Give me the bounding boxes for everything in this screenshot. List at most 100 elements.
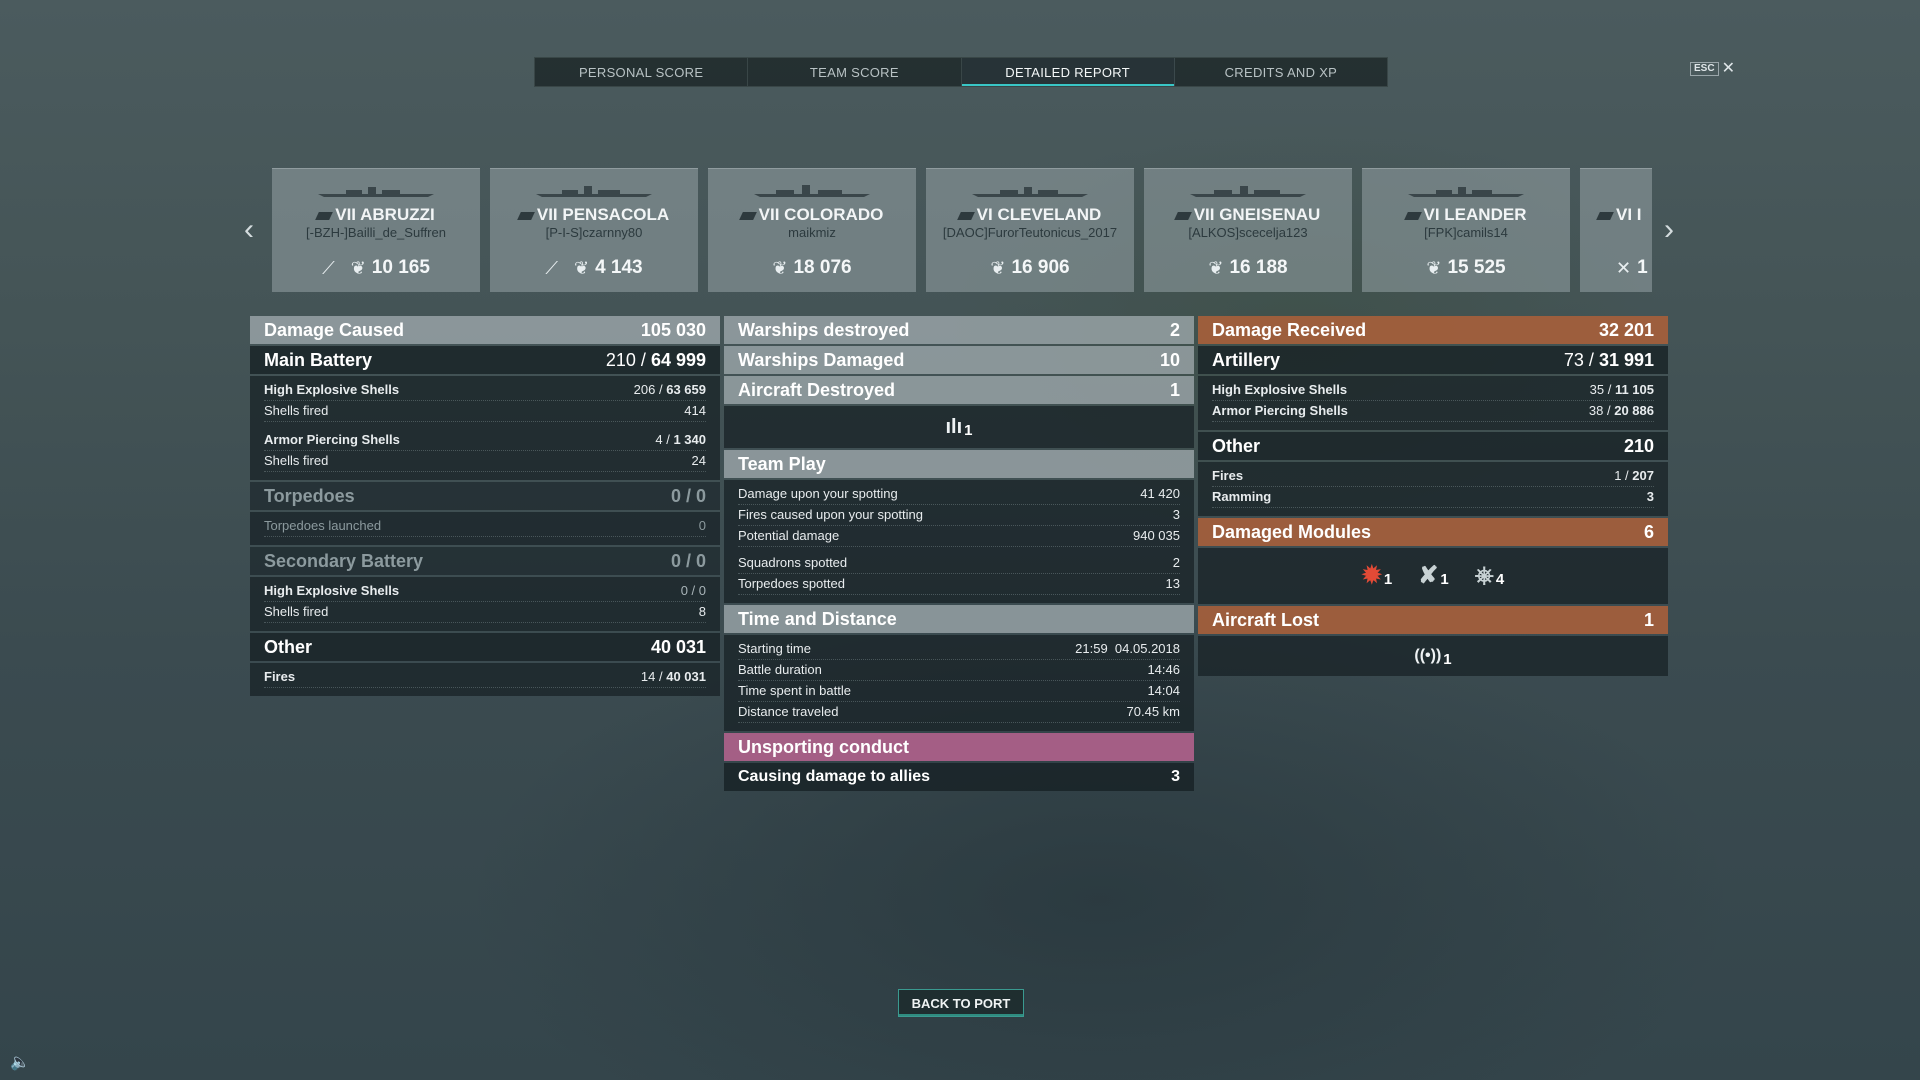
other-received-total: 210: [1623, 435, 1654, 456]
player-name: [DAOC]FurorTeutonicus_2017: [942, 225, 1118, 240]
stat-label: Shells fired: [264, 604, 329, 619]
ship-name: VII COLORADO: [758, 205, 884, 224]
stat-damage: 40 031: [666, 669, 706, 684]
ship-card[interactable]: VI LEANDER [FPK]camils14 ❦ 15 525: [1362, 168, 1570, 292]
ship-name: VI CLEVELAND: [976, 205, 1102, 224]
stat-damage: 0: [698, 583, 706, 598]
stat-label: Distance traveled: [738, 704, 839, 719]
unsporting-title: Unsporting conduct: [738, 736, 909, 757]
stat-value: 940 035: [1133, 528, 1180, 543]
main-battery-damage: 64 999: [650, 349, 706, 370]
stat-label: Battle duration: [738, 662, 822, 677]
main-battery-hits: 210: [605, 349, 636, 370]
ship-score: 16 906: [1011, 257, 1070, 278]
torpedo-ribbon-icon: ⟋: [545, 257, 558, 278]
warships-destroyed-label: Warships destroyed: [738, 319, 910, 340]
stat-label: Shells fired: [264, 453, 329, 468]
player-name: maikmiz: [788, 225, 836, 240]
warships-damaged-value: 10: [1159, 349, 1180, 370]
torpedoes-hits: 0: [670, 485, 681, 506]
stat-value: 2: [1172, 555, 1180, 570]
stat-label: Torpedoes launched: [264, 518, 382, 533]
ship-silhouette-icon: [1190, 186, 1306, 197]
battleship-class-icon: [738, 211, 757, 220]
artillery-label: Artillery: [1212, 349, 1281, 370]
stat-label: Shells fired: [264, 403, 329, 418]
damaged-modules-total: 6: [1643, 521, 1654, 542]
aircraft-destroyed-label: Aircraft Destroyed: [738, 379, 896, 400]
aircraft-icon: ılı: [945, 416, 963, 438]
stat-value: 24: [691, 453, 706, 468]
ship-card[interactable]: VII GNEISENAU [ALKOS]scecelja123 ❦ 16 18…: [1144, 168, 1352, 292]
stat-value: 3: [1646, 489, 1654, 504]
radar-aircraft-icon: ((•)): [1414, 647, 1442, 664]
artillery-hits: 73: [1563, 349, 1584, 370]
other-total: 40 031: [650, 636, 706, 657]
steering-module-icon: ⎈: [1474, 562, 1494, 589]
stat-label: Fires: [1212, 468, 1244, 483]
stat-damage: 63 659: [666, 382, 706, 397]
ship-silhouette-icon: [536, 186, 652, 197]
stat-value: 14:46: [1147, 662, 1180, 677]
volume-icon[interactable]: 🔈: [10, 1054, 30, 1071]
tab-detailed-report[interactable]: DETAILED REPORT: [961, 58, 1175, 86]
close-button[interactable]: ESC ✕: [1690, 60, 1735, 77]
laurel-icon: ❦: [772, 257, 788, 278]
fire-module-icon: ✹: [1361, 562, 1382, 589]
other-label: Other: [264, 636, 313, 657]
carousel-prev-arrow-icon[interactable]: ‹: [244, 213, 254, 246]
stat-value: 14:04: [1147, 683, 1180, 698]
ship-carousel: VII ABRUZZI [-BZH-]Bailli_de_Suffren ⟋ ❦…: [272, 168, 1652, 292]
ship-card[interactable]: VII ABRUZZI [-BZH-]Bailli_de_Suffren ⟋ ❦…: [272, 168, 480, 292]
stat-damage: 1 340: [673, 432, 706, 447]
stat-value: 13: [1165, 576, 1180, 591]
damage-caused-total: 105 030: [640, 319, 706, 340]
crossed-torpedo-icon: ✕: [1616, 257, 1632, 278]
ship-card[interactable]: VI CLEVELAND [DAOC]FurorTeutonicus_2017 …: [926, 168, 1134, 292]
stat-value: 21:59 04.05.2018: [1075, 641, 1180, 656]
stat-label: Ramming: [1212, 489, 1272, 504]
ship-silhouette-icon: [1408, 187, 1524, 197]
ship-score: 10 165: [371, 257, 430, 278]
torpedo-ribbon-icon: ⟋: [322, 257, 335, 278]
ship-silhouette-icon: [972, 187, 1088, 197]
artillery-damage: 31 991: [1598, 349, 1654, 370]
back-to-port-button[interactable]: BACK TO PORT: [898, 989, 1024, 1017]
module-count: 1: [1440, 571, 1449, 588]
stat-hits: 0: [680, 583, 688, 598]
cruiser-class-icon: [315, 211, 334, 220]
ship-name: VI I: [1616, 205, 1642, 224]
aircraft-lost-label: Aircraft Lost: [1212, 609, 1320, 630]
stat-hits: 14: [640, 669, 656, 684]
ship-score: 18 076: [793, 257, 852, 278]
ship-score: 4 143: [595, 257, 643, 278]
combat-summary-panel: Warships destroyed 2 Warships Damaged 10…: [724, 316, 1194, 793]
ship-card[interactable]: VII PENSACOLA [P-I-S]czarnny80 ⟋ ❦ 4 143: [490, 168, 698, 292]
stat-hits: 35: [1589, 382, 1605, 397]
damage-received-title: Damage Received: [1212, 319, 1367, 340]
stat-damage: 20 886: [1614, 403, 1654, 418]
stat-label: Potential damage: [738, 528, 840, 543]
stat-label: High Explosive Shells: [264, 382, 400, 397]
damage-caused-panel: Damage Caused 105 030 Main Battery 210 /…: [250, 316, 720, 698]
ship-name: VII PENSACOLA: [536, 205, 670, 224]
report-tabs: PERSONAL SCORE TEAM SCORE DETAILED REPOR…: [534, 57, 1388, 87]
cruiser-class-icon: [517, 211, 535, 220]
carousel-next-arrow-icon[interactable]: ›: [1664, 213, 1674, 246]
stat-label: Fires: [264, 669, 296, 684]
module-count: 1: [1383, 571, 1393, 588]
ship-card[interactable]: VII COLORADO maikmiz ❦ 18 076: [708, 168, 916, 292]
stat-value: 41 420: [1140, 486, 1180, 501]
ship-card[interactable]: VI I ✕ 1: [1580, 168, 1652, 292]
player-name: [P-I-S]czarnny80: [545, 225, 643, 240]
cruiser-class-icon: [1403, 211, 1422, 220]
tab-personal-score[interactable]: PERSONAL SCORE: [535, 58, 749, 86]
stat-label: Starting time: [738, 641, 811, 656]
damage-caused-title: Damage Caused: [264, 319, 405, 340]
cruiser-class-icon: [956, 211, 975, 220]
stat-value: 3: [1172, 507, 1180, 522]
torpedoes-damage: 0: [695, 485, 706, 506]
tab-credits-and-xp[interactable]: CREDITS AND XP: [1224, 64, 1338, 80]
close-icon: ✕: [1721, 60, 1735, 77]
tab-team-score[interactable]: TEAM SCORE: [748, 58, 962, 86]
